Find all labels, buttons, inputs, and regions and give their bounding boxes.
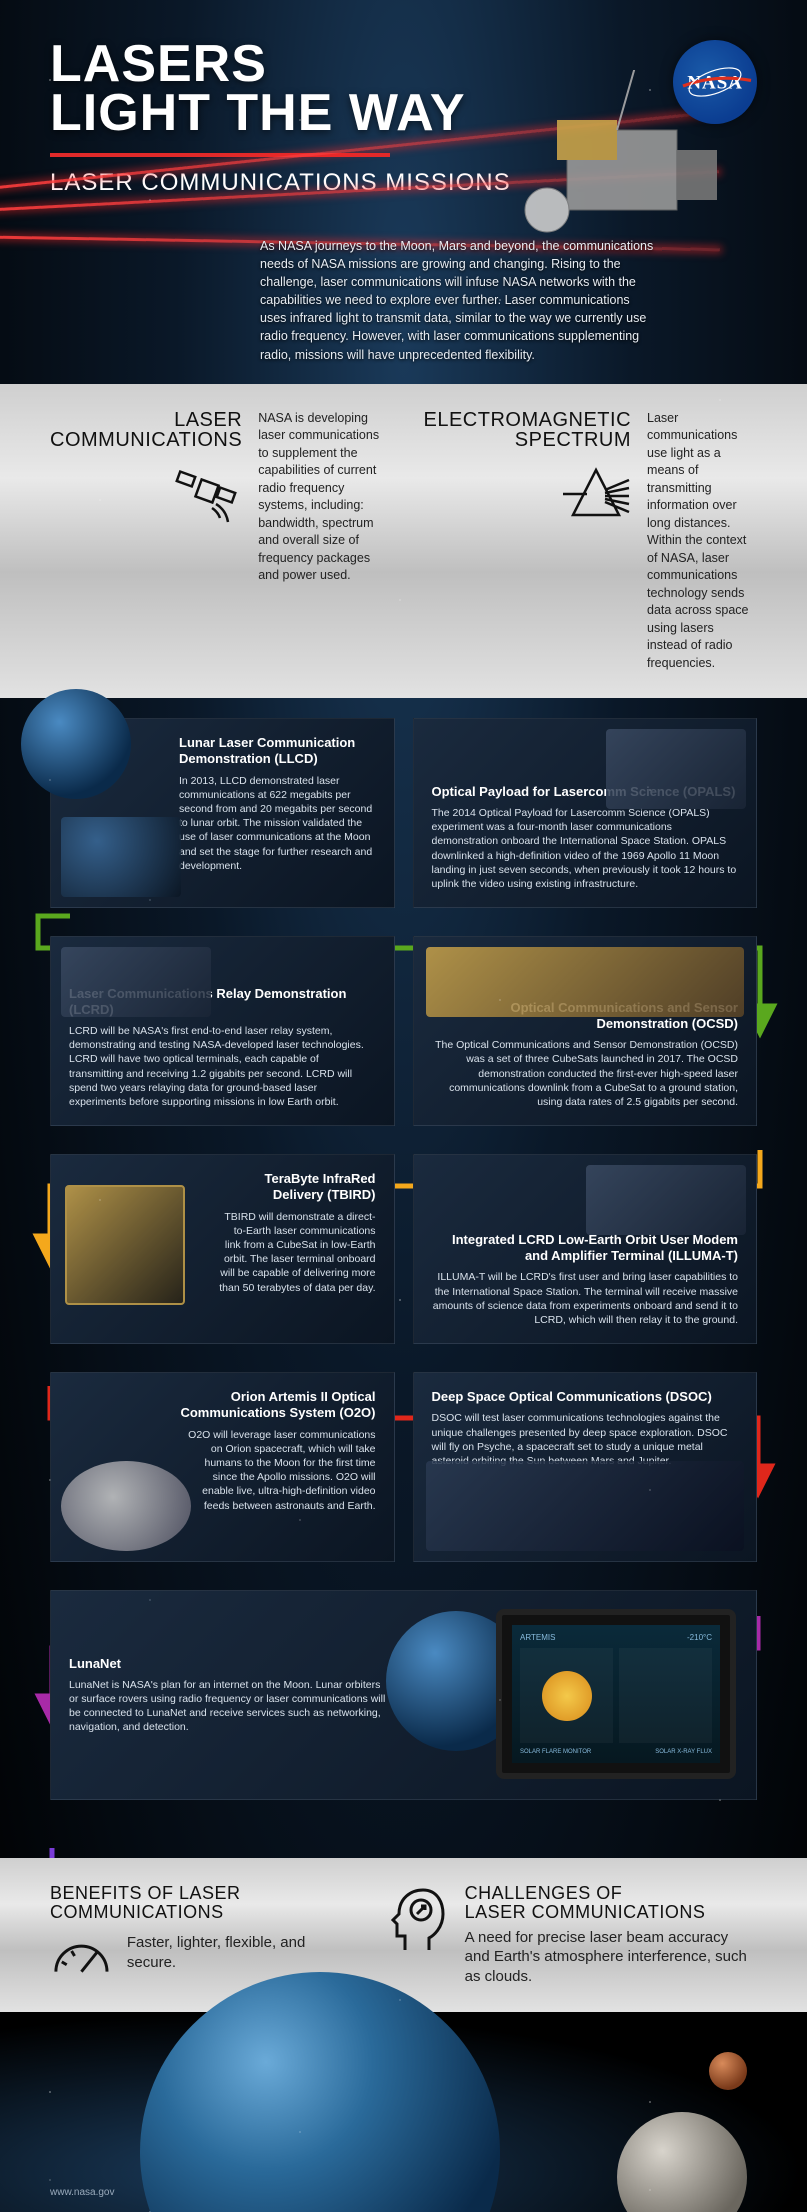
header: LASERS LIGHT THE WAY LASER COMMUNICATION… bbox=[0, 0, 807, 384]
laser-comm-box: LASER COMMUNICATIONS NASA is developing … bbox=[50, 410, 384, 673]
mission-art bbox=[61, 817, 181, 897]
benefits-box: BENEFITS OF LASER COMMUNICATIONS Faster,… bbox=[50, 1884, 355, 1986]
mission-body: LCRD will be NASA's first end-to-end las… bbox=[69, 1024, 376, 1109]
red-rule bbox=[50, 153, 390, 157]
benefits-heading: BENEFITS OF LASER COMMUNICATIONS bbox=[50, 1884, 355, 1922]
moon-art bbox=[617, 2112, 747, 2212]
spectrum-body: Laser communications use light as a mean… bbox=[647, 410, 757, 673]
iss-art bbox=[586, 1165, 746, 1235]
orion-art bbox=[61, 1461, 191, 1551]
mission-title: Integrated LCRD Low-Earth Orbit User Mod… bbox=[432, 1232, 739, 1265]
intro-paragraph: As NASA journeys to the Moon, Mars and b… bbox=[260, 237, 657, 364]
mission-body: In 2013, LLCD demonstrated laser communi… bbox=[179, 774, 376, 873]
mission-body: The 2014 Optical Payload for Lasercomm S… bbox=[432, 806, 739, 891]
mission-card-opals: Optical Payload for Lasercomm Science (O… bbox=[413, 718, 758, 908]
laser-body: NASA is developing laser communications … bbox=[258, 410, 383, 673]
mission-body: TBIRD will demonstrate a direct-to-Earth… bbox=[219, 1210, 376, 1295]
mission-body: ILLUMA-T will be LCRD's first user and b… bbox=[432, 1270, 739, 1327]
tablet-header: ARTEMIS bbox=[520, 1633, 555, 1642]
mission-card-lcrd: Laser Communications Relay Demonstration… bbox=[50, 936, 395, 1126]
mission-title: LunaNet bbox=[69, 1656, 426, 1672]
mission-title: Deep Space Optical Communications (DSOC) bbox=[432, 1389, 739, 1405]
footer-url: www.nasa.gov bbox=[50, 2187, 114, 2198]
tablet-art: ARTEMIS -210°C SOLAR FLARE MONITOR SOLAR… bbox=[496, 1609, 736, 1779]
challenges-box: CHALLENGES OF LASER COMMUNICATIONS A nee… bbox=[385, 1884, 757, 1986]
mission-card-illuma-t: Integrated LCRD Low-Earth Orbit User Mod… bbox=[413, 1154, 758, 1344]
footer: www.nasa.gov bbox=[0, 2012, 807, 2212]
mission-body: DSOC will test laser communications tech… bbox=[432, 1411, 739, 1468]
mission-card-ocsd: Optical Communications and Sensor Demons… bbox=[413, 936, 758, 1126]
earth-art bbox=[21, 689, 131, 799]
mission-card-lunanet: ARTEMIS -210°C SOLAR FLARE MONITOR SOLAR… bbox=[50, 1590, 757, 1800]
challenges-heading: CHALLENGES OF LASER COMMUNICATIONS bbox=[465, 1884, 757, 1922]
satellite-icon bbox=[172, 460, 242, 530]
mission-card-tbird: TeraByte InfraRed Delivery (TBIRD) TBIRD… bbox=[50, 1154, 395, 1344]
mission-title: TeraByte InfraRed Delivery (TBIRD) bbox=[219, 1171, 376, 1204]
psyche-art bbox=[426, 1461, 745, 1551]
mission-grid: Lunar Laser Communication Demonstration … bbox=[0, 698, 807, 1858]
mission-art bbox=[426, 947, 745, 1017]
mission-body: O2O will leverage laser communications o… bbox=[179, 1428, 376, 1513]
mission-title: Orion Artemis II Optical Communications … bbox=[179, 1389, 376, 1422]
tablet-panel-label: SOLAR FLARE MONITOR bbox=[520, 1749, 591, 1755]
benefits-body: Faster, lighter, flexible, and secure. bbox=[127, 1933, 355, 1972]
nasa-logo: NASA bbox=[673, 40, 757, 124]
mission-card-llcd: Lunar Laser Communication Demonstration … bbox=[50, 718, 395, 908]
challenges-body: A need for precise laser beam accuracy a… bbox=[465, 1928, 757, 1987]
mission-art bbox=[606, 729, 746, 809]
laser-heading: LASER COMMUNICATIONS bbox=[50, 410, 242, 450]
spectrum-box: ELECTROMAGNETIC SPECTRUM Laser communica… bbox=[424, 410, 758, 673]
mission-body: The Optical Communications and Sensor De… bbox=[432, 1038, 739, 1109]
tablet-panel-label: SOLAR X-RAY FLUX bbox=[655, 1749, 712, 1755]
cubesat-art bbox=[65, 1185, 185, 1305]
sun-icon bbox=[542, 1671, 592, 1721]
mission-card-dsoc: Deep Space Optical Communications (DSOC)… bbox=[413, 1372, 758, 1562]
mars-art bbox=[709, 2052, 747, 2090]
mission-card-o2o: Orion Artemis II Optical Communications … bbox=[50, 1372, 395, 1562]
top-metal-section: LASER COMMUNICATIONS NASA is developing … bbox=[0, 384, 807, 699]
tablet-temp: -210°C bbox=[687, 1633, 712, 1642]
gauge-icon bbox=[50, 1928, 113, 1978]
head-icon bbox=[385, 1884, 449, 1954]
bottom-metal-section: BENEFITS OF LASER COMMUNICATIONS Faster,… bbox=[0, 1858, 807, 2012]
spectrum-heading: ELECTROMAGNETIC SPECTRUM bbox=[424, 410, 632, 450]
prism-icon bbox=[561, 460, 631, 530]
mission-title: Lunar Laser Communication Demonstration … bbox=[179, 735, 376, 768]
mission-art bbox=[61, 947, 211, 1017]
mission-body: LunaNet is NASA's plan for an internet o… bbox=[69, 1678, 389, 1735]
